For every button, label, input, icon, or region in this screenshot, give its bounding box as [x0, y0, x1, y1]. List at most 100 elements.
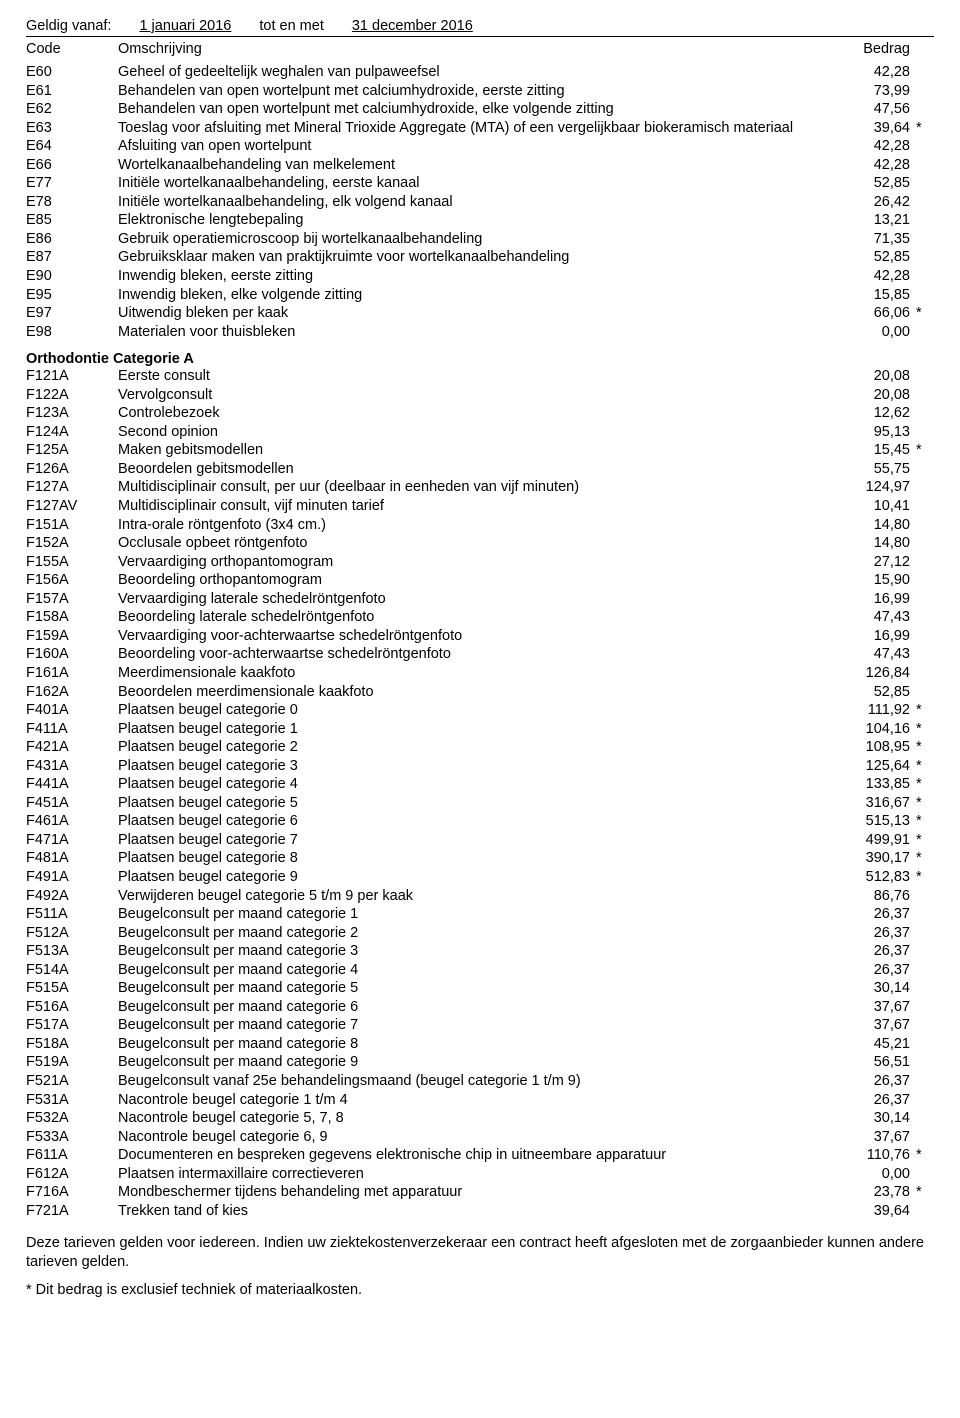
- cell-desc: Geheel of gedeeltelijk weghalen van pulp…: [118, 63, 832, 82]
- table-row: E77Initiële wortelkanaalbehandeling, eer…: [26, 174, 934, 193]
- cell-code: F160A: [26, 645, 118, 664]
- cell-star: [910, 1128, 934, 1147]
- table-row: E61Behandelen van open wortelpunt met ca…: [26, 82, 934, 101]
- cell-star: [910, 942, 934, 961]
- cell-amount: 390,17: [832, 849, 910, 868]
- cell-code: F518A: [26, 1035, 118, 1054]
- cell-desc: Beugelconsult per maand categorie 4: [118, 961, 832, 980]
- cell-code: F124A: [26, 423, 118, 442]
- cell-amount: 133,85: [832, 775, 910, 794]
- table-row: F491APlaatsen beugel categorie 9512,83*: [26, 868, 934, 887]
- cell-star: *: [910, 720, 934, 739]
- cell-desc: Meerdimensionale kaakfoto: [118, 664, 832, 683]
- cell-star: *: [910, 868, 934, 887]
- cell-desc: Inwendig bleken, eerste zitting: [118, 267, 832, 286]
- section-title: Orthodontie Categorie A: [26, 351, 934, 367]
- table-row: E97Uitwendig bleken per kaak66,06*: [26, 304, 934, 323]
- cell-amount: 26,42: [832, 193, 910, 212]
- cell-code: F122A: [26, 386, 118, 405]
- cell-amount: 23,78: [832, 1183, 910, 1202]
- cell-code: F159A: [26, 627, 118, 646]
- cell-desc: Plaatsen beugel categorie 1: [118, 720, 832, 739]
- cell-star: [910, 82, 934, 101]
- cell-code: F431A: [26, 757, 118, 776]
- cell-star: [910, 267, 934, 286]
- cell-desc: Beoordeling laterale schedelröntgenfoto: [118, 608, 832, 627]
- cell-code: F156A: [26, 571, 118, 590]
- cell-star: [910, 627, 934, 646]
- cell-desc: Beoordeling orthopantomogram: [118, 571, 832, 590]
- table-row: F532ANacontrole beugel categorie 5, 7, 8…: [26, 1109, 934, 1128]
- cell-code: F512A: [26, 924, 118, 943]
- cell-amount: 42,28: [832, 267, 910, 286]
- cell-desc: Initiële wortelkanaalbehandeling, eerste…: [118, 174, 832, 193]
- cell-code: E98: [26, 323, 118, 342]
- cell-desc: Vervolgconsult: [118, 386, 832, 405]
- cell-code: F533A: [26, 1128, 118, 1147]
- validity-to-label: tot en met: [259, 18, 323, 34]
- cell-star: [910, 156, 934, 175]
- cell-code: F451A: [26, 794, 118, 813]
- cell-code: F126A: [26, 460, 118, 479]
- cell-amount: 47,56: [832, 100, 910, 119]
- cell-code: F123A: [26, 404, 118, 423]
- cell-amount: 42,28: [832, 137, 910, 156]
- cell-star: [910, 174, 934, 193]
- cell-code: F158A: [26, 608, 118, 627]
- cell-desc: Mondbeschermer tijdens behandeling met a…: [118, 1183, 832, 1202]
- cell-code: F611A: [26, 1146, 118, 1165]
- cell-star: *: [910, 701, 934, 720]
- cell-amount: 512,83: [832, 868, 910, 887]
- cell-desc: Multidisciplinair consult, per uur (deel…: [118, 478, 832, 497]
- table-row: F162ABeoordelen meerdimensionale kaakfot…: [26, 683, 934, 702]
- table-header: Code Omschrijving Bedrag: [26, 41, 934, 57]
- cell-amount: 26,37: [832, 1072, 910, 1091]
- cell-amount: 124,97: [832, 478, 910, 497]
- cell-code: F155A: [26, 553, 118, 572]
- table-row: F531ANacontrole beugel categorie 1 t/m 4…: [26, 1091, 934, 1110]
- cell-amount: 26,37: [832, 961, 910, 980]
- table-row: F421APlaatsen beugel categorie 2108,95*: [26, 738, 934, 757]
- table-row: F157AVervaardiging laterale schedelröntg…: [26, 590, 934, 609]
- cell-code: E60: [26, 63, 118, 82]
- cell-amount: 16,99: [832, 590, 910, 609]
- cell-star: *: [910, 1146, 934, 1165]
- cell-amount: 111,92: [832, 701, 910, 720]
- cell-star: [910, 1016, 934, 1035]
- cell-amount: 37,67: [832, 1128, 910, 1147]
- table-row: F158ABeoordeling laterale schedelröntgen…: [26, 608, 934, 627]
- cell-star: [910, 961, 934, 980]
- cell-amount: 10,41: [832, 497, 910, 516]
- table-row: F533ANacontrole beugel categorie 6, 937,…: [26, 1128, 934, 1147]
- cell-code: F531A: [26, 1091, 118, 1110]
- cell-code: F481A: [26, 849, 118, 868]
- cell-star: [910, 1053, 934, 1072]
- cell-desc: Beoordeling voor-achterwaartse schedelrö…: [118, 645, 832, 664]
- cell-code: F161A: [26, 664, 118, 683]
- table-row: F492AVerwijderen beugel categorie 5 t/m …: [26, 887, 934, 906]
- cell-desc: Materialen voor thuisbleken: [118, 323, 832, 342]
- table-row: F516ABeugelconsult per maand categorie 6…: [26, 998, 934, 1017]
- cell-star: [910, 386, 934, 405]
- cell-code: F716A: [26, 1183, 118, 1202]
- cell-amount: 108,95: [832, 738, 910, 757]
- table-row: E64Afsluiting van open wortelpunt42,28: [26, 137, 934, 156]
- cell-code: F511A: [26, 905, 118, 924]
- cell-code: F471A: [26, 831, 118, 850]
- cell-amount: 37,67: [832, 998, 910, 1017]
- cell-desc: Vervaardiging laterale schedelröntgenfot…: [118, 590, 832, 609]
- table-row: F159AVervaardiging voor-achterwaartse sc…: [26, 627, 934, 646]
- cell-desc: Beugelconsult per maand categorie 5: [118, 979, 832, 998]
- cell-amount: 47,43: [832, 608, 910, 627]
- cell-desc: Initiële wortelkanaalbehandeling, elk vo…: [118, 193, 832, 212]
- cell-amount: 26,37: [832, 905, 910, 924]
- cell-desc: Verwijderen beugel categorie 5 t/m 9 per…: [118, 887, 832, 906]
- validity-to: 31 december 2016: [352, 18, 473, 34]
- cell-code: E97: [26, 304, 118, 323]
- cell-code: E87: [26, 248, 118, 267]
- footer-note-2: * Dit bedrag is exclusief techniek of ma…: [26, 1281, 934, 1300]
- cell-amount: 45,21: [832, 1035, 910, 1054]
- cell-code: E90: [26, 267, 118, 286]
- cell-code: F721A: [26, 1202, 118, 1221]
- cell-desc: Beugelconsult per maand categorie 6: [118, 998, 832, 1017]
